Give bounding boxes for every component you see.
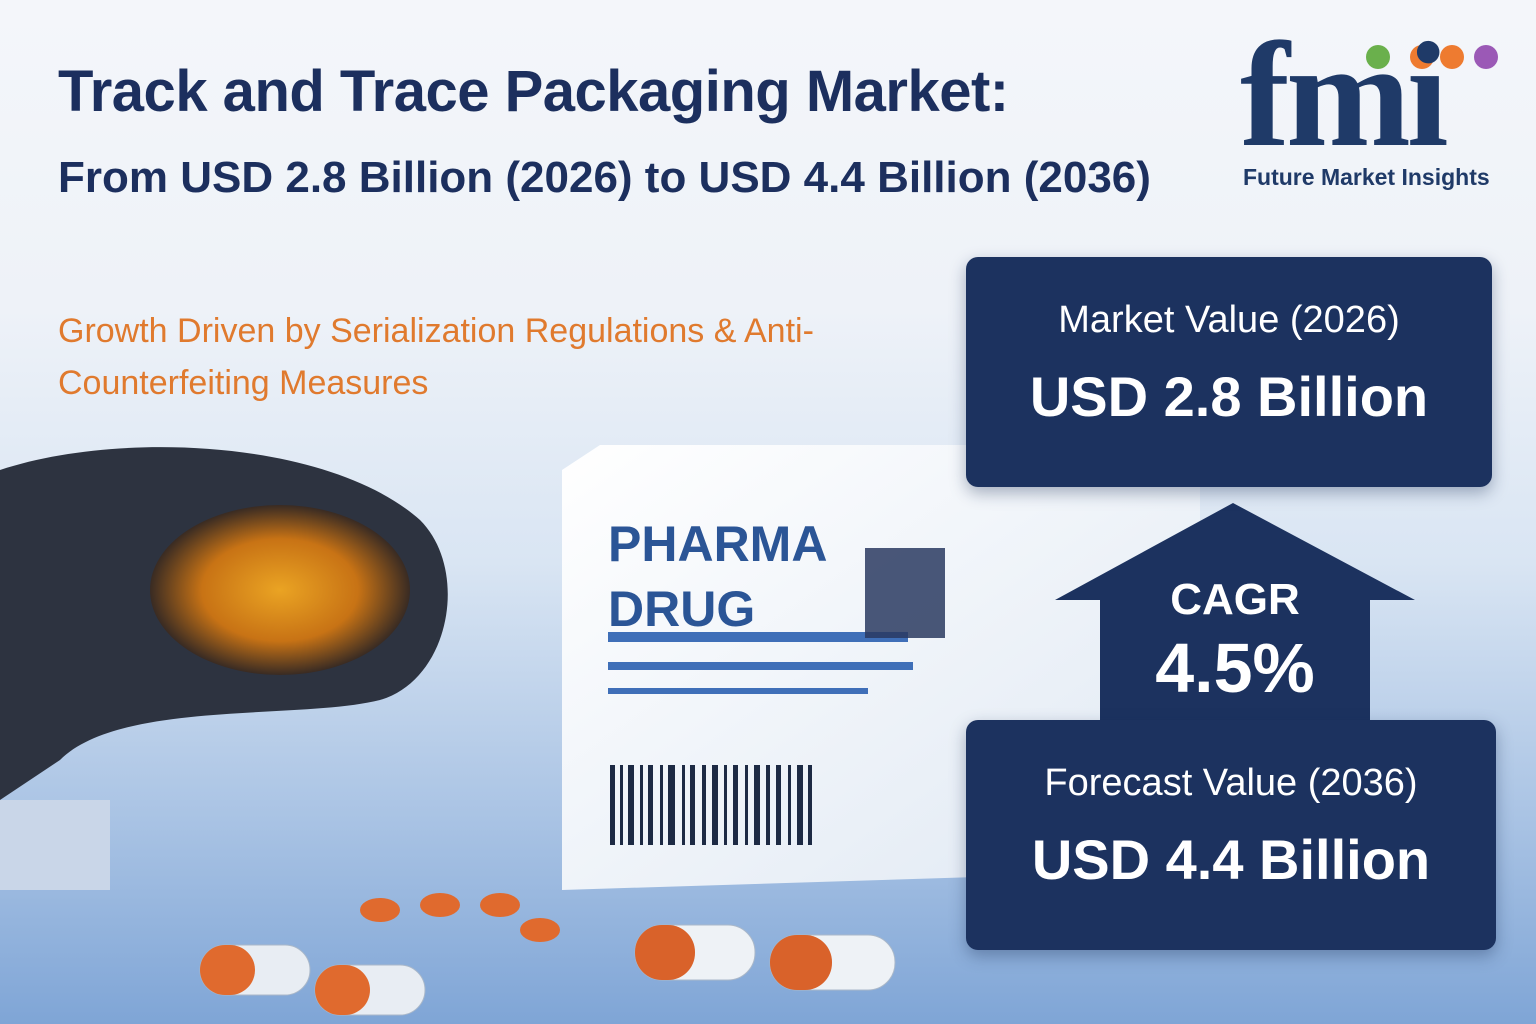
market-value-box: Market Value (2026) USD 2.8 Billion (966, 257, 1492, 487)
forecast-value-label: Forecast Value (2036) (1044, 762, 1418, 804)
logo-mark: fmi (1240, 12, 1449, 178)
scanner-lens (150, 505, 410, 675)
cagr-value: 4.5% (1155, 629, 1315, 707)
forecast-value-box: Forecast Value (2036) USD 4.4 Billion (966, 720, 1496, 950)
market-value-label: Market Value (2026) (1058, 299, 1400, 341)
title: Track and Trace Packaging Market: (58, 59, 1009, 124)
device (0, 800, 110, 890)
package-stripe (608, 662, 913, 670)
logo-name: Future Market Insights (1243, 164, 1490, 190)
barcode (610, 765, 812, 845)
package-stripe (608, 688, 868, 694)
package-text: PHARMA (608, 516, 828, 572)
package-stripe (608, 632, 908, 642)
cagr-label: CAGR (1170, 575, 1300, 624)
growth-arrow (1055, 503, 1415, 722)
subtitle: From USD 2.8 Billion (2026) to USD 4.4 B… (58, 153, 1151, 202)
tagline: Growth Driven by Serialization Regulatio… (58, 312, 814, 402)
forecast-value: USD 4.4 Billion (1031, 828, 1431, 891)
package-text: DRUG (608, 581, 756, 637)
qr-code (865, 548, 945, 638)
pills (199, 893, 896, 1016)
logo-dots (1366, 45, 1498, 69)
market-value: USD 2.8 Billion (1029, 365, 1429, 428)
